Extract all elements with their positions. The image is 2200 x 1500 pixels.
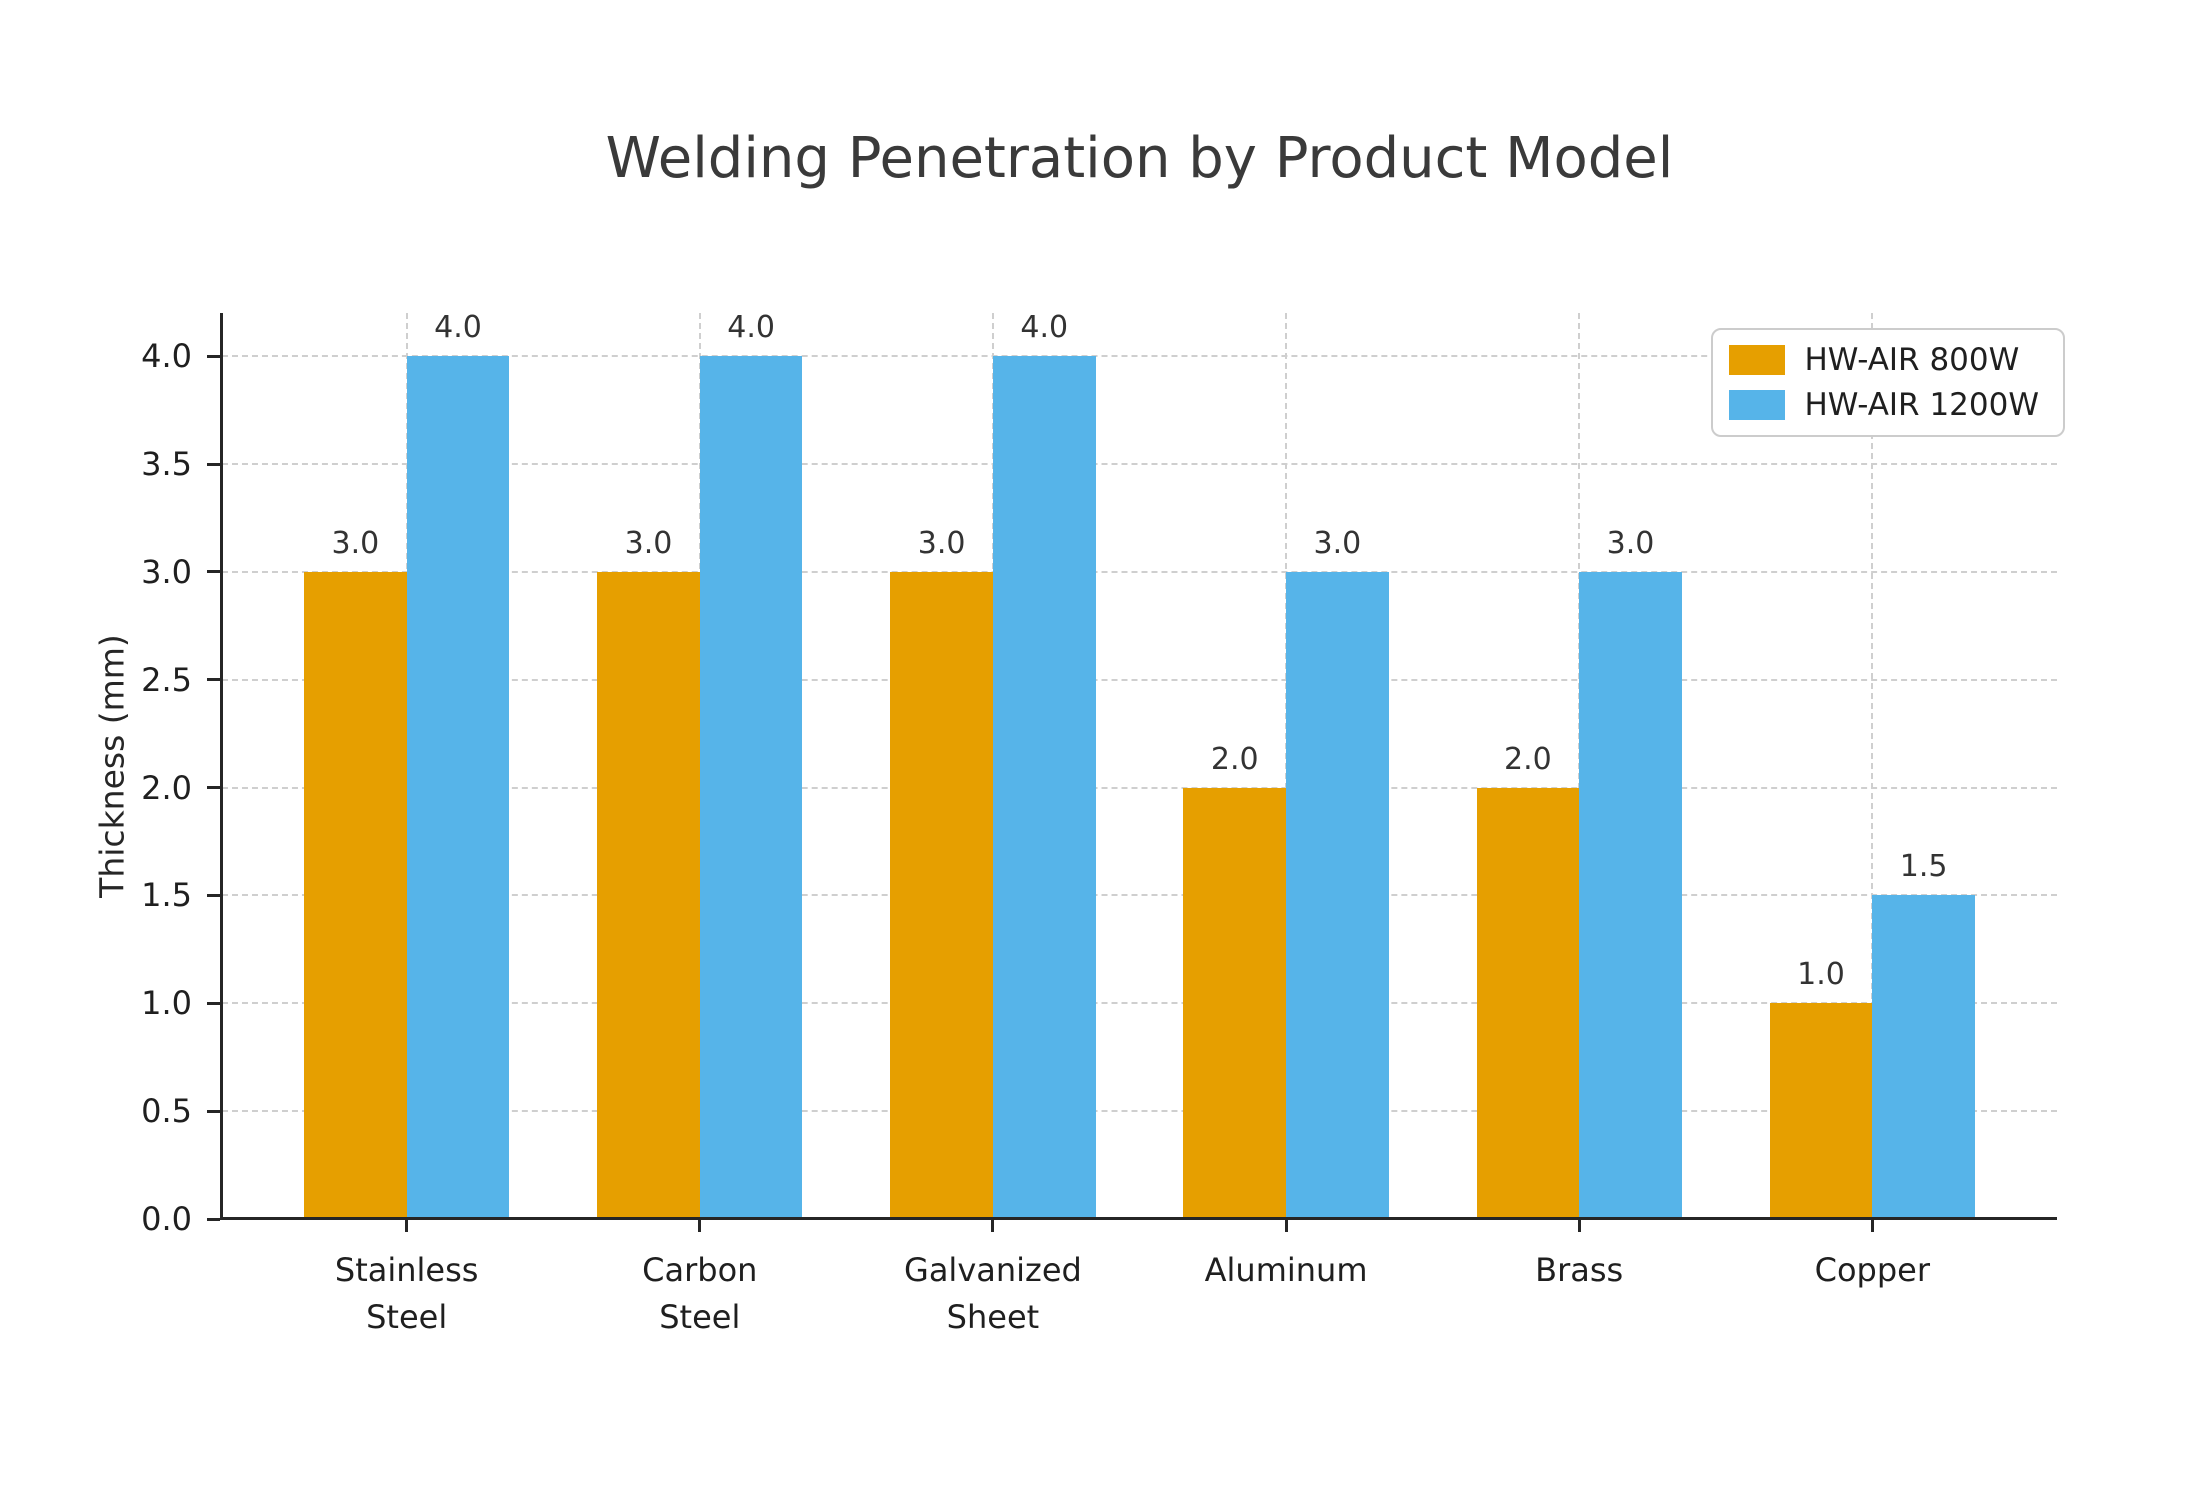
bar-value-label: 4.0 (727, 310, 775, 346)
bar-hw-air-800w-carbon-steel (597, 571, 700, 1219)
x-axis-tick (1870, 1219, 1874, 1232)
x-tick-label-copper: Copper (1814, 1251, 1930, 1289)
y-axis-spine (220, 313, 223, 1219)
horizontal-gridline (222, 355, 2057, 358)
bar-value-label: 4.0 (434, 310, 482, 346)
bar-hw-air-1200w-aluminum (1286, 571, 1389, 1219)
horizontal-gridline (222, 1110, 2057, 1113)
horizontal-gridline (222, 894, 2057, 897)
y-axis-tick (207, 462, 220, 466)
y-axis-tick (207, 678, 220, 682)
y-tick-label: 2.0 (141, 768, 192, 807)
horizontal-gridline (222, 570, 2057, 573)
y-tick-label: 2.5 (141, 660, 192, 699)
y-tick-label: 0.5 (141, 1092, 192, 1131)
bar-hw-air-800w-stainless-steel (304, 571, 407, 1219)
bar-value-label: 1.0 (1797, 957, 1845, 993)
bar-hw-air-1200w-copper (1872, 895, 1975, 1219)
x-tick-label-aluminum: Aluminum (1204, 1251, 1368, 1289)
y-axis-tick (207, 354, 220, 358)
x-tick-label-galvanized-sheet: Galvanized Sheet (904, 1251, 1082, 1336)
legend-label: HW-AIR 800W (1804, 342, 2020, 378)
y-tick-label: 1.0 (141, 984, 192, 1023)
y-tick-label: 1.5 (141, 876, 192, 915)
horizontal-gridline (222, 463, 2057, 465)
bar-hw-air-1200w-carbon-steel (699, 356, 803, 1219)
bar-hw-air-800w-galvanized-sheet (890, 571, 993, 1219)
chart-title: Welding Penetration by Product Model (605, 126, 1674, 191)
x-tick-label-brass: Brass (1535, 1251, 1624, 1289)
x-tick-label-carbon-steel: Carbon Steel (642, 1251, 758, 1336)
plot-area: 0.0 0.5 1.0 1.5 2.0 2.5 3.0 3.5 4.0 Stainless Ste… (141, 310, 2057, 1336)
y-axis-tick (207, 786, 220, 790)
bar-value-label: 4.0 (1020, 310, 1069, 346)
bar-value-label: 2.0 (1210, 741, 1259, 777)
bar-value-label: 2.0 (1504, 741, 1552, 777)
legend-entry-hw-air-1200w: HW-AIR 1200W (1728, 387, 2040, 423)
bar-value-label: 3.0 (917, 525, 966, 561)
y-tick-label: 3.5 (141, 445, 192, 483)
y-tick-label: 0.0 (141, 1200, 192, 1238)
x-tick-label-stainless-steel: Stainless Steel (334, 1251, 479, 1336)
legend: HW-AIR 800W HW-AIR 1200W (1710, 328, 2065, 437)
bar-hw-air-1200w-brass (1579, 571, 1682, 1219)
y-axis-tick (207, 1001, 220, 1005)
legend-swatch-hw-air-800w (1728, 345, 1785, 375)
y-tick-label: 3.0 (141, 552, 192, 591)
legend-swatch-hw-air-1200w (1728, 390, 1785, 420)
x-axis-tick (991, 1219, 995, 1232)
bar-value-label: 3.0 (331, 525, 380, 561)
bar-hw-air-800w-aluminum (1183, 787, 1287, 1219)
bar-hw-air-800w-brass (1476, 787, 1580, 1219)
bar-value-label: 3.0 (1606, 525, 1655, 561)
bar-hw-air-1200w-galvanized-sheet (992, 356, 1096, 1219)
x-axis-tick (1577, 1219, 1581, 1232)
bar-hw-air-1200w-stainless-steel (406, 356, 510, 1219)
x-axis-tick (1284, 1219, 1288, 1232)
horizontal-gridline (222, 1002, 2057, 1005)
y-axis-tick (207, 893, 220, 897)
y-axis-tick (207, 1217, 220, 1221)
bar-hw-air-800w-copper (1769, 1003, 1873, 1219)
x-axis-tick (405, 1219, 409, 1232)
x-axis-spine (220, 1217, 2057, 1220)
vertical-gridline (1871, 313, 1874, 1219)
y-axis-tick (207, 570, 220, 574)
bar-value-label: 3.0 (1313, 525, 1362, 561)
horizontal-gridline (222, 678, 2057, 681)
legend-entry-hw-air-800w: HW-AIR 800W (1728, 342, 2040, 378)
y-tick-label: 4.0 (141, 337, 192, 376)
bar-value-label: 1.5 (1899, 849, 1948, 885)
bar-value-label: 3.0 (624, 525, 673, 561)
legend-label: HW-AIR 1200W (1804, 387, 2040, 423)
x-axis-tick (698, 1219, 702, 1232)
horizontal-gridline (222, 786, 2057, 789)
y-axis-tick (207, 1109, 220, 1113)
